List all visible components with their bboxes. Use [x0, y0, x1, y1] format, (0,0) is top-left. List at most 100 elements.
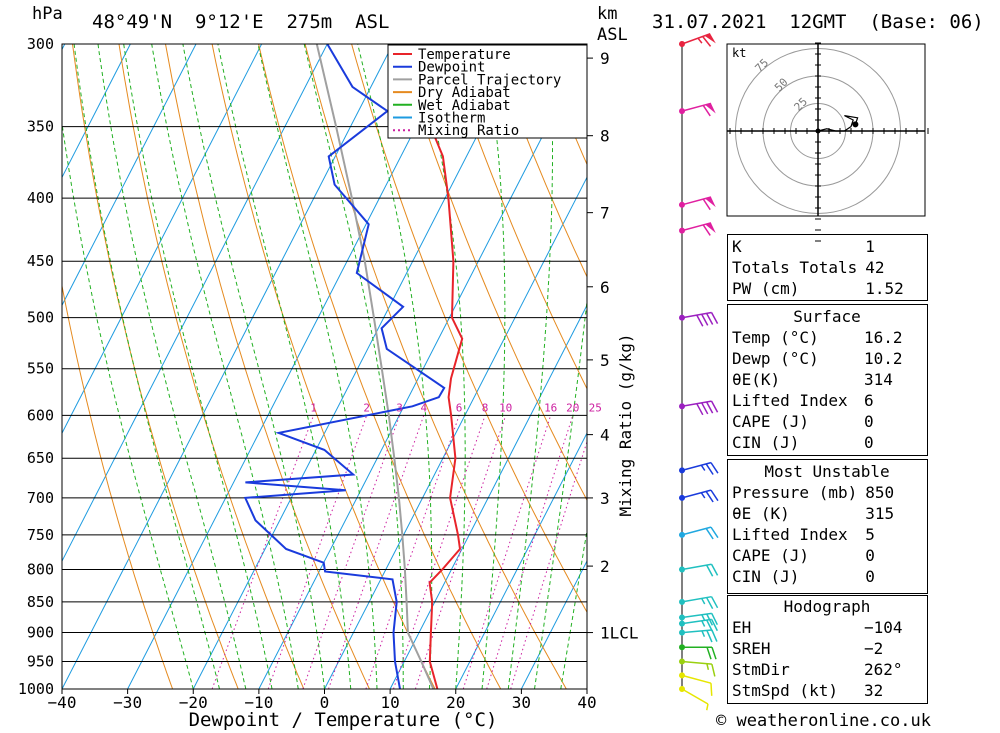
wind-barb-half-feather	[705, 703, 709, 711]
wind-barb-feather	[711, 619, 719, 632]
wind-barb	[679, 629, 718, 643]
wind-barb-pennant	[704, 33, 716, 44]
pressure-tick-label: 350	[27, 118, 54, 136]
hodograph-trace	[817, 115, 859, 132]
legend-label: Isotherm	[418, 111, 485, 127]
wind-barb	[679, 489, 719, 503]
index-label: θE (K)	[732, 504, 790, 523]
index-value: 42	[865, 258, 885, 277]
pressure-tick-label: 800	[27, 560, 54, 578]
wind-barb	[679, 222, 716, 236]
wind-barb-half-feather	[701, 630, 706, 637]
wind-barb-shaft	[681, 674, 712, 684]
isotherm-line	[455, 432, 587, 689]
index-label: Pressure (mb)	[732, 483, 858, 502]
wind-barb-feather	[710, 526, 719, 539]
surface-table: Surface Temp (°C) 16.2 Dewp (°C) 10.2 θE(K) 3…	[728, 306, 926, 453]
wind-barb-feather	[711, 629, 718, 642]
legend-label: Dry Adiabat	[418, 85, 511, 101]
wind-barb-shaft	[681, 688, 709, 705]
dry-adiabat-line	[351, 44, 587, 614]
isotherm-line	[62, 44, 131, 179]
wind-barb-feather	[710, 312, 719, 324]
wind-barb-feather	[710, 462, 719, 474]
km-tick-label: 2	[600, 557, 610, 576]
hodograph-frame	[726, 43, 926, 217]
wet-adiabat-line	[481, 44, 506, 689]
pressure-tick-label: 950	[27, 653, 54, 671]
wind-barb-feather	[711, 646, 717, 660]
isotherm-line	[389, 304, 587, 689]
wind-barb-feather	[706, 646, 712, 660]
wind-barb	[679, 595, 719, 610]
index-label: Lifted Index	[732, 525, 848, 544]
temperature-tick-label: 30	[512, 693, 531, 712]
wind-barb-feather	[702, 104, 711, 117]
index-value: 10.2	[864, 349, 903, 368]
pressure-tick-label: 750	[27, 526, 54, 544]
temperature-tick-label: −30	[113, 693, 142, 712]
pressure-tick-label: 300	[27, 35, 54, 53]
temperature-tick-label: −20	[179, 693, 208, 712]
temperature-tick-label: 0	[320, 693, 330, 712]
km-tick-label: 9	[600, 49, 610, 68]
wet-adiabat-line	[123, 44, 273, 689]
wind-barb-feather	[702, 224, 711, 236]
index-row: StmDir 262°	[728, 659, 926, 680]
index-row: PW (cm) 1.52	[728, 278, 926, 299]
wind-barb-feather	[705, 597, 714, 610]
wind-barb-feather	[705, 401, 714, 414]
wind-barb-half-feather	[697, 37, 703, 44]
index-row: CIN (J) 0	[728, 432, 926, 453]
index-label: PW (cm)	[732, 279, 800, 298]
wind-barb-feather	[710, 400, 719, 413]
pressure-tick-label: 900	[27, 624, 54, 642]
isotherm-line	[258, 48, 587, 689]
mixing-ratio-label: 8	[482, 401, 489, 414]
km-tick-label: 4	[600, 426, 610, 445]
temperature-tick-label: −10	[244, 693, 273, 712]
wind-barb-half-feather	[701, 598, 706, 605]
hodograph-stats-title: Hodograph	[783, 597, 871, 616]
index-label: CAPE (J)	[732, 412, 810, 431]
pressure-tick-label: 650	[27, 449, 54, 467]
isotherm-line	[127, 44, 459, 689]
wind-barb-feather	[696, 314, 704, 327]
isotherm-line	[324, 176, 587, 689]
km-tick-label: 5	[600, 351, 610, 370]
hodograph-origin	[815, 128, 821, 134]
wind-barb-shaft	[681, 102, 712, 112]
wind-barb-shaft	[681, 311, 712, 319]
copyright[interactable]: © weatheronline.co.uk	[716, 711, 931, 731]
index-value: 850	[865, 483, 895, 502]
index-row: Dewp (°C) 10.2	[728, 348, 926, 369]
mixing-ratio-label: 3	[396, 401, 403, 414]
pressure-tick-label: 400	[27, 189, 54, 207]
index-value: 315	[865, 504, 895, 523]
isotherm-line	[520, 559, 587, 689]
wind-barb-feather	[710, 563, 719, 576]
pressure-tick-label: 700	[27, 489, 54, 507]
wind-barb-feather	[710, 596, 719, 609]
dry-adiabat-line	[397, 44, 587, 502]
isotherm-line	[62, 44, 263, 435]
wind-barb-shaft	[681, 33, 711, 45]
index-row: Temp (°C) 16.2	[728, 327, 926, 348]
wet-adiabat-line	[151, 44, 299, 689]
index-value: 1.52	[865, 279, 904, 298]
wind-barb	[679, 672, 713, 696]
index-value: 0	[865, 567, 875, 586]
wind-barb-feather	[702, 36, 712, 47]
datetime-title: 31.07.2021 12GMT (Base: 06)	[652, 11, 984, 33]
temperature-tick-label: −40	[48, 693, 77, 712]
wind-barb	[679, 618, 719, 632]
wet-adiabat-line	[62, 120, 194, 689]
wind-barb-feather	[706, 619, 714, 632]
temperature-tick-label: 40	[577, 693, 596, 712]
index-row: EH −104	[728, 617, 926, 638]
wind-barb-pennant	[705, 103, 716, 114]
index-label: CIN (J)	[732, 567, 800, 586]
wind-barb-feather	[696, 403, 704, 416]
wind-barb-pennant	[705, 197, 716, 208]
